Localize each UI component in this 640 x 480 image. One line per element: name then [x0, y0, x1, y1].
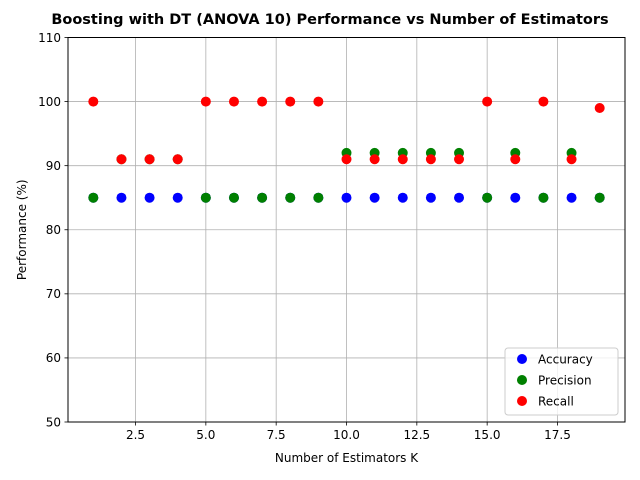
accuracy-point	[425, 192, 436, 203]
x-tick-label: 15.0	[474, 428, 501, 442]
y-tick-label: 90	[46, 159, 61, 173]
precision-point	[482, 192, 493, 203]
recall-point	[228, 96, 239, 107]
legend: Accuracy Precision Recall	[504, 347, 619, 416]
y-tick-label: 100	[38, 95, 61, 109]
x-tick-label: 12.5	[403, 428, 430, 442]
precision-point	[200, 192, 211, 203]
recall-point	[510, 154, 521, 165]
recall-point	[172, 154, 183, 165]
precision-point	[285, 192, 296, 203]
x-tick-label: 10.0	[333, 428, 360, 442]
data-points	[88, 96, 605, 203]
y-tick-label: 50	[46, 415, 61, 429]
y-tick-label: 70	[46, 287, 61, 301]
accuracy-point	[369, 192, 380, 203]
recall-point	[200, 96, 211, 107]
precision-point	[538, 192, 549, 203]
accuracy-point	[116, 192, 127, 203]
x-axis-label: Number of Estimators K	[275, 451, 419, 465]
recall-point	[116, 154, 127, 165]
recall-point	[454, 154, 465, 165]
recall-point	[88, 96, 99, 107]
recall-point	[285, 96, 296, 107]
recall-point	[341, 154, 352, 165]
precision-point	[228, 192, 239, 203]
legend-box	[504, 347, 619, 416]
accuracy-point	[566, 192, 577, 203]
legend-marker-precision	[517, 375, 527, 385]
x-tick-label: 2.5	[126, 428, 145, 442]
x-tick-label: 5.0	[196, 428, 215, 442]
y-tick-label: 110	[38, 31, 61, 45]
series-recall	[88, 96, 605, 165]
legend-label-precision: Precision	[538, 373, 592, 387]
recall-point	[257, 96, 268, 107]
accuracy-point	[397, 192, 408, 203]
recall-point	[566, 154, 577, 165]
legend-label-accuracy: Accuracy	[538, 352, 593, 366]
axis-ticks: 2.5 5.0 7.5 10.0 12.5 15.0 17.5 50 60 70 80 90 100 11…	[38, 31, 571, 442]
recall-point	[397, 154, 408, 165]
y-axis-label: Performance (%)	[15, 179, 29, 280]
legend-label-recall: Recall	[538, 394, 574, 408]
recall-point	[482, 96, 493, 107]
precision-point	[257, 192, 268, 203]
y-tick-label: 80	[46, 223, 61, 237]
accuracy-point	[172, 192, 183, 203]
y-tick-label: 60	[46, 351, 61, 365]
recall-point	[144, 154, 155, 165]
chart-title: Boosting with DT (ANOVA 10) Performance …	[51, 12, 608, 28]
precision-point	[313, 192, 324, 203]
recall-point	[594, 102, 605, 113]
precision-point	[594, 192, 605, 203]
accuracy-point	[454, 192, 465, 203]
precision-point	[88, 192, 99, 203]
recall-point	[369, 154, 380, 165]
x-tick-label: 7.5	[267, 428, 286, 442]
accuracy-point	[510, 192, 521, 203]
x-tick-label: 17.5	[544, 428, 571, 442]
recall-point	[425, 154, 436, 165]
accuracy-point	[341, 192, 352, 203]
accuracy-point	[144, 192, 155, 203]
legend-marker-accuracy	[517, 354, 527, 364]
recall-point	[313, 96, 324, 107]
recall-point	[538, 96, 549, 107]
legend-marker-recall	[517, 396, 527, 406]
